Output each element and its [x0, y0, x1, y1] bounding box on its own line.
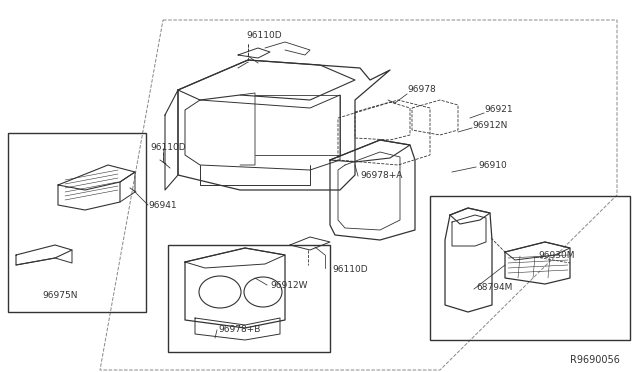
Text: 96930M: 96930M — [538, 250, 575, 260]
Text: 96910: 96910 — [478, 160, 507, 170]
Text: 96110D: 96110D — [246, 31, 282, 39]
Text: 96912W: 96912W — [270, 280, 307, 289]
Text: R9690056: R9690056 — [570, 355, 620, 365]
Text: 96110D: 96110D — [150, 144, 186, 153]
Text: 96978: 96978 — [407, 86, 436, 94]
Text: 96941: 96941 — [148, 201, 177, 209]
Text: 96110D: 96110D — [332, 266, 367, 275]
Text: 96978+B: 96978+B — [218, 324, 260, 334]
Text: 96978+A: 96978+A — [360, 170, 403, 180]
Bar — [8, 133, 146, 312]
Text: 96912N: 96912N — [472, 122, 508, 131]
Text: 96921: 96921 — [484, 106, 513, 115]
Bar — [168, 245, 330, 352]
Bar — [430, 196, 630, 340]
Text: 68794M: 68794M — [476, 282, 513, 292]
Text: 96975N: 96975N — [42, 292, 77, 301]
